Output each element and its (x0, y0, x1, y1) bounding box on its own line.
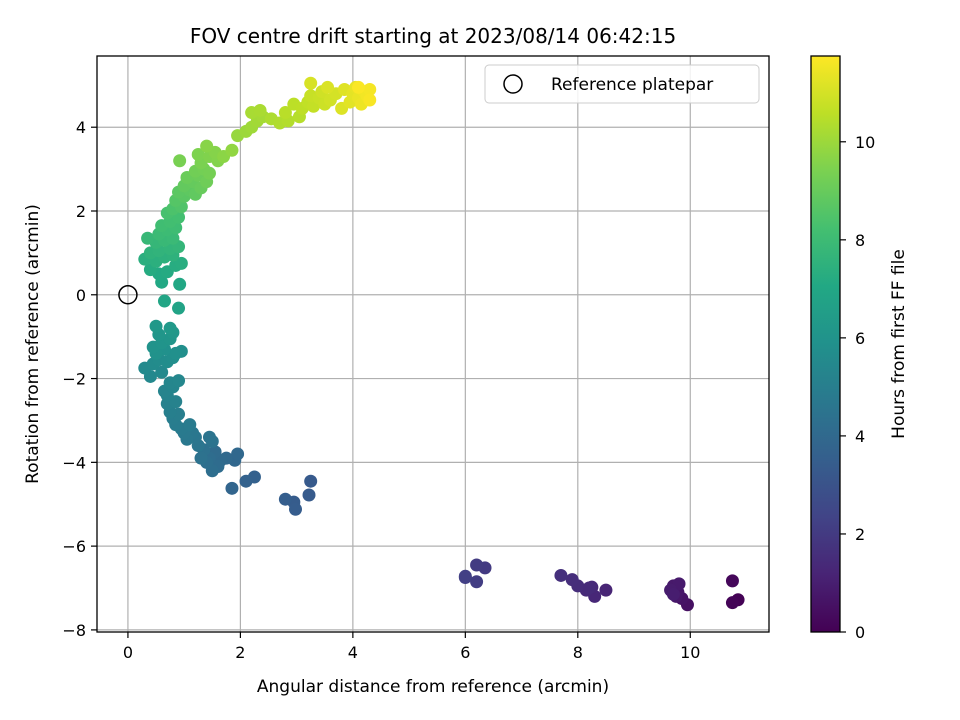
y-tick-label: 0 (76, 286, 86, 305)
data-point (191, 147, 205, 161)
data-point (155, 365, 169, 379)
data-points (138, 76, 745, 612)
data-point (149, 319, 163, 333)
data-point (599, 583, 613, 597)
y-tick-label: −6 (62, 537, 86, 556)
data-point (172, 374, 186, 388)
y-axis-ticks: −8 −6 −4 −2 0 2 4 (62, 118, 97, 640)
y-tick-label: −2 (62, 370, 86, 389)
data-point (351, 80, 365, 94)
reference-platepar-marker (118, 285, 138, 305)
x-tick-label: 4 (348, 643, 358, 662)
data-point (172, 301, 186, 315)
colorbar-label: Hours from first FF file (889, 249, 909, 439)
data-point (666, 587, 680, 601)
data-point (141, 231, 155, 245)
colorbar-tick-label: 8 (855, 231, 865, 250)
data-point (231, 447, 245, 461)
data-point (202, 430, 216, 444)
legend-entry: Reference platepar (551, 75, 713, 95)
data-point (278, 106, 292, 120)
data-point (725, 574, 739, 588)
data-point (200, 139, 214, 153)
data-point (470, 558, 484, 572)
colorbar-frame (810, 55, 841, 633)
x-tick-label: 6 (460, 643, 470, 662)
colorbar-tick-label: 4 (855, 427, 865, 446)
data-point (289, 502, 303, 516)
x-tick-label: 0 (123, 643, 133, 662)
y-tick-label: 2 (76, 202, 86, 221)
colorbar-ticks: 0 2 4 6 8 10 (840, 133, 875, 642)
data-point (225, 143, 239, 157)
y-axis-label: Rotation from reference (arcmin) (23, 204, 43, 484)
data-point (321, 80, 335, 94)
data-point (173, 154, 187, 168)
legend-marker (503, 74, 523, 94)
y-tick-label: −8 (62, 621, 86, 640)
data-point (725, 596, 739, 610)
data-point (202, 166, 216, 180)
data-point (302, 488, 316, 502)
data-point (253, 103, 267, 117)
legend: Reference platepar (484, 64, 760, 104)
data-point (304, 76, 318, 90)
data-point (173, 277, 187, 291)
data-point (183, 418, 197, 432)
plot-frame (96, 55, 770, 633)
colorbar-tick-label: 2 (855, 525, 865, 544)
data-point (174, 256, 188, 270)
data-point (363, 83, 377, 97)
data-point (157, 294, 171, 308)
data-point (470, 575, 484, 589)
chart-title: FOV centre drift starting at 2023/08/14 … (190, 24, 676, 48)
data-point (565, 573, 579, 587)
x-axis-ticks: 0 2 4 6 8 10 (123, 632, 700, 662)
data-point (278, 492, 292, 506)
data-point (458, 569, 472, 583)
y-tick-label: −4 (62, 453, 86, 472)
colorbar-tick-label: 6 (855, 329, 865, 348)
data-point (304, 474, 318, 488)
x-axis-label: Angular distance from reference (arcmin) (257, 677, 609, 697)
data-point (169, 346, 183, 360)
x-gridlines (127, 56, 691, 632)
colorbar-tick-label: 10 (855, 133, 875, 152)
data-point (163, 321, 177, 335)
x-tick-label: 2 (235, 643, 245, 662)
y-tick-label: 4 (76, 118, 86, 137)
data-point (582, 581, 596, 595)
data-point (239, 474, 253, 488)
data-point (194, 451, 208, 465)
x-tick-label: 10 (680, 643, 700, 662)
colorbar-tick-label: 0 (855, 623, 865, 642)
colorbar (811, 56, 840, 632)
data-point (554, 568, 568, 582)
data-point (363, 93, 377, 107)
legend-box (484, 64, 760, 104)
x-tick-label: 8 (573, 643, 583, 662)
data-point (225, 481, 239, 495)
